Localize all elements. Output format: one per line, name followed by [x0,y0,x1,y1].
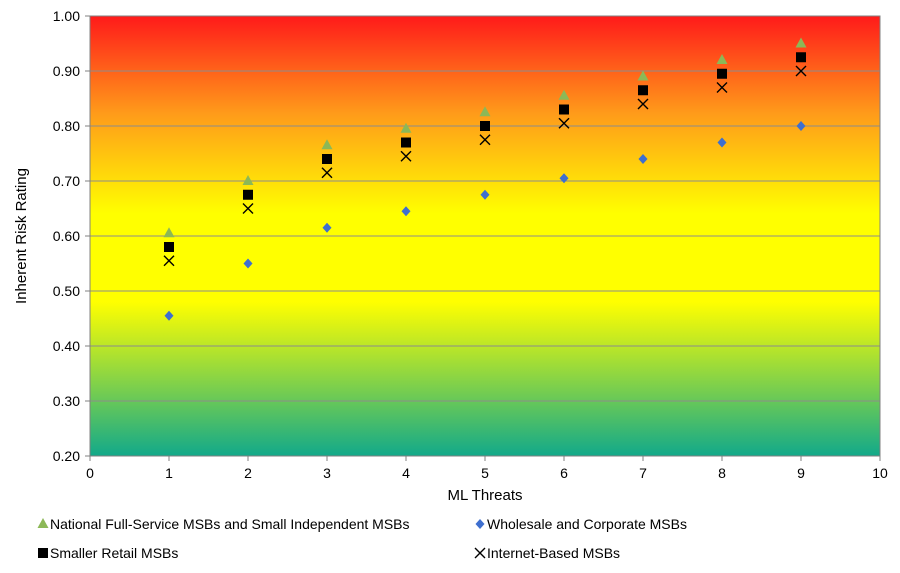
data-point [795,37,807,48]
y-tick-label: 0.80 [53,118,80,134]
legend-marker [475,519,485,529]
y-tick-label: 0.20 [53,448,80,464]
data-point [164,310,174,321]
legend-label: Wholesale and Corporate MSBs [487,516,687,532]
data-point [559,173,569,184]
data-point [322,154,332,164]
data-point [796,121,806,131]
legend-marker [474,547,486,559]
y-tick-label: 1.00 [53,8,80,24]
legend-marker [37,518,49,528]
data-point [716,82,728,93]
x-tick-label: 8 [718,465,726,481]
x-tick-label: 5 [481,465,489,481]
data-point [796,52,806,63]
x-tick-label: 1 [165,465,173,481]
data-point [321,167,333,179]
legend-item: Wholesale and Corporate MSBs [475,516,687,532]
data-point [637,70,649,81]
x-tick-label: 0 [86,465,94,481]
data-point [322,222,332,233]
legend-marker [38,548,48,558]
data-point [242,203,254,214]
legend-item: Smaller Retail MSBs [38,545,178,561]
data-point [480,189,490,200]
x-tick-label: 3 [323,465,331,481]
data-point [242,175,254,185]
series-0 [163,37,807,238]
x-tick-label: 10 [872,465,888,481]
legend-item: National Full-Service MSBs and Small Ind… [37,516,410,532]
data-point [163,227,175,238]
data-point [717,68,727,79]
y-tick-label: 0.30 [53,393,80,409]
x-tick-label: 6 [560,465,568,481]
legend-label: National Full-Service MSBs and Small Ind… [50,516,410,532]
data-point [558,89,570,100]
y-tick-label: 0.40 [53,338,80,354]
series-3 [163,65,807,267]
x-tick-label: 2 [244,465,252,481]
data-point [558,117,570,129]
x-tick-label: 7 [639,465,647,481]
x-axis-title: ML Threats [447,487,522,504]
data-point [480,121,490,131]
legend-label: Internet-Based MSBs [487,545,620,561]
data-point [401,206,411,217]
data-point [243,189,253,200]
data-point [479,134,491,146]
legend-label: Smaller Retail MSBs [50,545,178,561]
series-2 [164,52,806,252]
x-tick-label: 4 [402,465,410,481]
data-point [479,106,491,117]
data-points [163,37,807,321]
data-point [243,258,253,269]
data-point [638,154,648,164]
y-axis-ticks: 0.20 0.30 0.40 0.50 0.60 0.70 0.80 0.90 1.00 [53,8,90,464]
data-point [716,54,728,64]
data-point [400,150,412,162]
y-tick-label: 0.70 [53,173,80,189]
y-tick-label: 0.60 [53,228,80,244]
x-tick-label: 9 [797,465,805,481]
legend: National Full-Service MSBs and Small Ind… [37,516,687,561]
y-axis-title: Inherent Risk Rating [13,168,30,304]
y-tick-label: 0.50 [53,283,80,299]
data-point [717,137,727,148]
data-point [321,139,333,150]
y-tick-label: 0.90 [53,63,80,79]
data-point [795,65,807,77]
series-1 [164,121,806,321]
data-point [637,98,649,110]
data-point [638,85,648,96]
legend-item: Internet-Based MSBs [474,545,620,561]
data-point [400,122,412,133]
data-point [163,255,175,267]
data-point [401,137,411,148]
data-point [559,104,569,115]
x-axis-ticks: 0 1 2 3 4 5 6 7 8 9 10 [86,456,888,481]
data-point [164,242,174,252]
